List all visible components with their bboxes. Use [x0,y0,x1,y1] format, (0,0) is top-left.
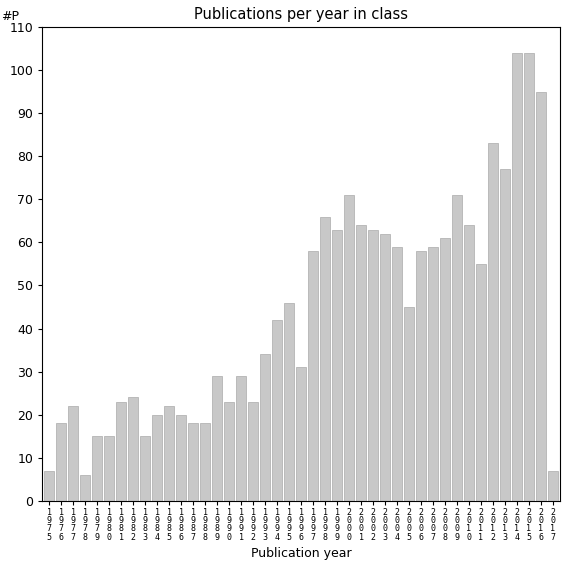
Bar [92,436,103,501]
Bar [488,143,498,501]
Bar [344,195,354,501]
Bar [116,401,126,501]
Bar [140,436,150,501]
Bar [248,401,258,501]
Bar [392,247,402,501]
Bar [536,92,546,501]
Title: Publications per year in class: Publications per year in class [194,7,408,22]
Bar [428,247,438,501]
Bar [356,225,366,501]
Bar [188,423,198,501]
Bar [380,234,390,501]
Bar [200,423,210,501]
Bar [164,406,174,501]
Bar [128,397,138,501]
Bar [152,414,162,501]
Text: #P: #P [1,10,19,23]
Bar [368,230,378,501]
Bar [296,367,306,501]
Bar [404,307,414,501]
Bar [464,225,474,501]
Bar [308,251,318,501]
Bar [512,53,522,501]
Bar [500,170,510,501]
Bar [476,264,486,501]
Bar [320,217,330,501]
Bar [236,376,246,501]
Bar [104,436,115,501]
Bar [452,195,462,501]
Bar [260,354,270,501]
Bar [284,303,294,501]
Bar [548,471,558,501]
Bar [68,406,78,501]
Bar [224,401,234,501]
Bar [272,320,282,501]
X-axis label: Publication year: Publication year [251,547,352,560]
Bar [524,53,534,501]
Bar [80,475,90,501]
Bar [176,414,187,501]
Bar [44,471,54,501]
Bar [212,376,222,501]
Bar [416,251,426,501]
Bar [332,230,342,501]
Bar [56,423,66,501]
Bar [440,238,450,501]
